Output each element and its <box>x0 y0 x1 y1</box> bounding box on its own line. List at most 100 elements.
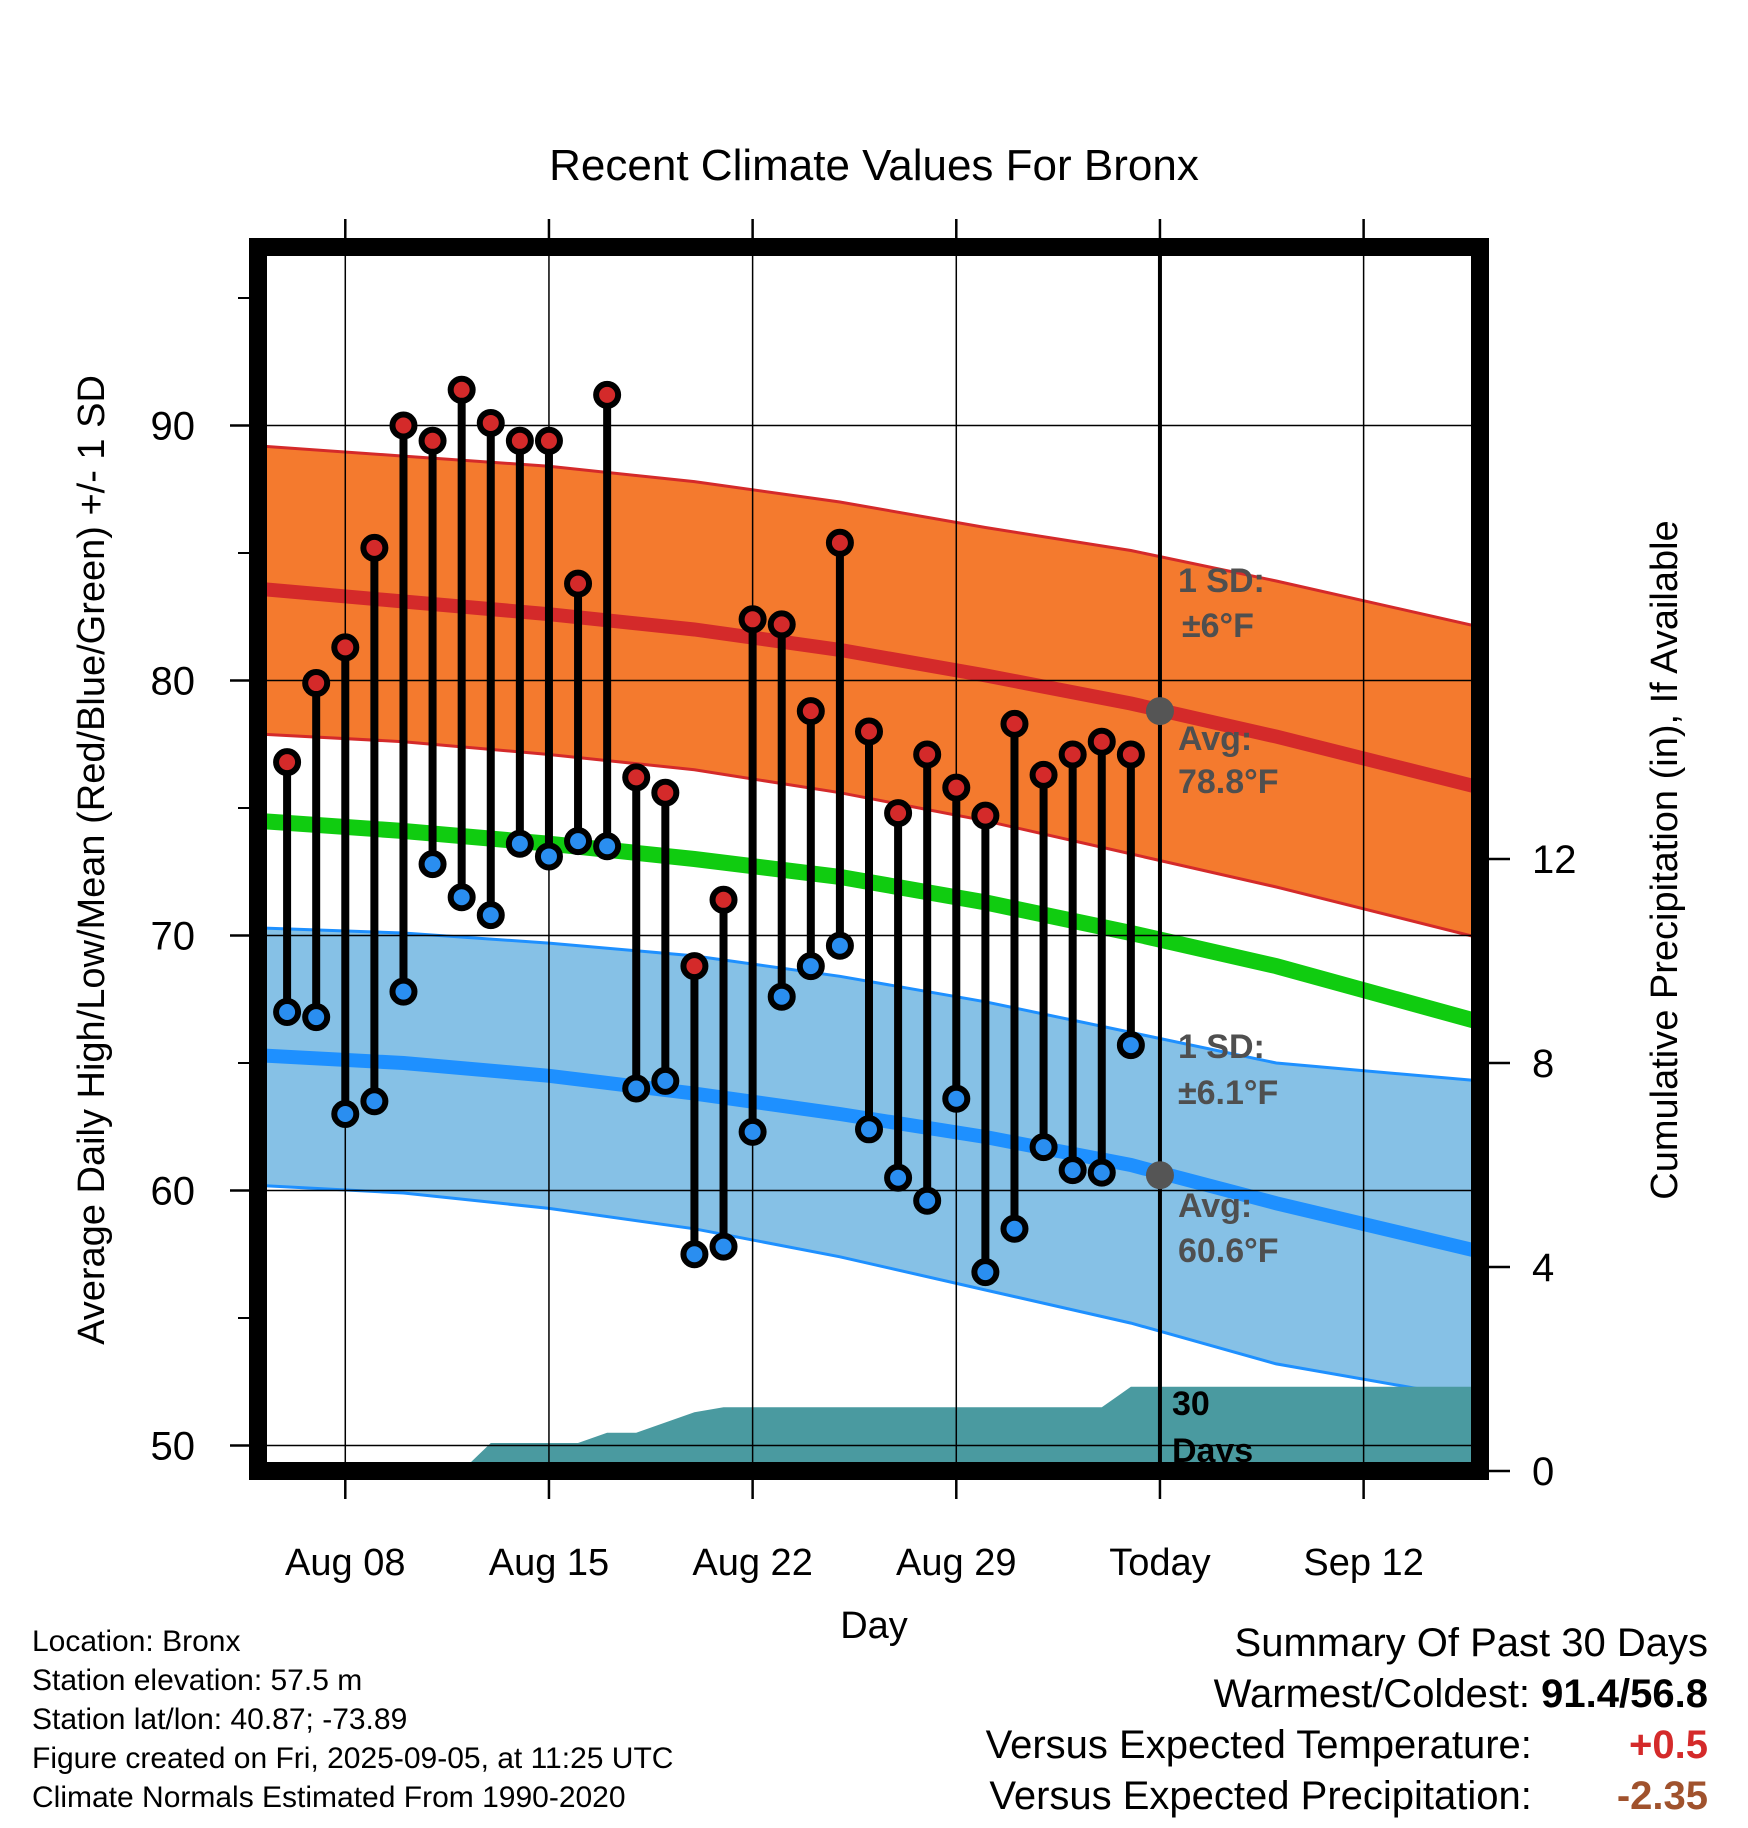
y-tick-label: 90 <box>151 405 196 449</box>
high-sd-label-value: ±6°F <box>1182 607 1254 645</box>
daily-high-point <box>942 773 971 802</box>
location-text: Location: Bronx <box>32 1625 241 1658</box>
high-sd-label-prefix: 1 SD: <box>1178 562 1265 600</box>
daily-low-point <box>680 1240 709 1269</box>
low-avg-label-value: 60.6°F <box>1178 1232 1279 1270</box>
daily-low-point <box>389 977 418 1006</box>
daily-high-point <box>1000 709 1029 738</box>
daily-high-point <box>825 528 854 557</box>
daily-high-point <box>273 748 302 777</box>
y2-tick-label: 4 <box>1532 1246 1554 1290</box>
daily-low-point <box>767 982 796 1011</box>
daily-low-point <box>360 1087 389 1116</box>
daily-low-point <box>593 832 622 861</box>
warmest-coldest-row: Warmest/Coldest: 91.4/56.8 <box>986 1669 1708 1720</box>
created-text: Figure created on Fri, 2025-09-05, at 11… <box>32 1742 674 1775</box>
daily-low-point <box>1000 1214 1029 1243</box>
plot-frame <box>249 238 1489 1480</box>
summary-panel: Summary Of Past 30 Days Warmest/Coldest:… <box>986 1618 1708 1822</box>
daily-high-point <box>389 411 418 440</box>
latlon-text: Station lat/lon: 40.87; -73.89 <box>32 1703 408 1736</box>
daily-high-point <box>709 885 738 914</box>
y2-tick-label: 0 <box>1532 1450 1554 1494</box>
daily-low-point <box>971 1258 1000 1287</box>
today-high-avg-marker <box>1145 697 1174 726</box>
x-tick-label: Sep 12 <box>1303 1542 1423 1584</box>
daily-low-point <box>855 1115 883 1144</box>
temp-anomaly-row: Versus Expected Temperature: +0.5 <box>986 1720 1708 1771</box>
daily-high-point <box>738 605 767 634</box>
daily-low-point <box>884 1163 913 1192</box>
daily-low-point <box>651 1066 680 1095</box>
daily-low-point <box>273 998 302 1026</box>
precip-area <box>258 1386 1480 1471</box>
daily-high-point <box>476 408 505 437</box>
daily-high-point <box>651 778 680 807</box>
x-axis-title: Day <box>840 1605 908 1647</box>
x-tick-label: Aug 08 <box>285 1542 405 1584</box>
high-sd-edge <box>258 444 1480 629</box>
daily-high-point <box>767 610 796 639</box>
daily-low-point <box>331 1100 360 1128</box>
y-axis-title: Average Daily High/Low/Mean (Red/Blue/Gr… <box>71 375 113 1345</box>
daily-low-point <box>1029 1133 1058 1162</box>
high-avg-label-prefix: Avg: <box>1178 720 1252 758</box>
daily-high-point <box>855 717 883 746</box>
daily-high-point <box>593 380 622 409</box>
summary-heading: Summary Of Past 30 Days <box>1234 1621 1708 1665</box>
low-sd-band <box>258 927 1480 1400</box>
y-tick-label: 60 <box>151 1170 196 1214</box>
high-avg-label-value: 78.8°F <box>1178 763 1279 801</box>
daily-low-point <box>709 1232 738 1261</box>
daily-low-point <box>825 931 854 960</box>
daily-low-point <box>302 1003 331 1032</box>
daily-low-point <box>796 952 825 981</box>
daily-low-point <box>1087 1158 1116 1187</box>
normals-text: Climate Normals Estimated From 1990-2020 <box>32 1781 626 1814</box>
y2-tick-label: 12 <box>1532 838 1577 882</box>
y2-tick-label: 8 <box>1532 1042 1554 1086</box>
low-sd-edge <box>258 926 1480 1083</box>
today-low-avg-marker <box>1145 1161 1174 1190</box>
precip-anomaly-row: Versus Expected Precipitation: -2.35 <box>986 1771 1708 1822</box>
y2-axis-title: Cumulative Precipitation (in), If Availa… <box>1644 520 1686 1199</box>
daily-high-point <box>331 633 360 662</box>
temp-anomaly-label: Versus Expected Temperature: <box>985 1723 1532 1767</box>
daily-high-point <box>534 426 563 455</box>
station-info: Location: Bronx Station elevation: 57.5 … <box>32 1622 673 1817</box>
daily-high-point <box>360 533 389 562</box>
warmest-coldest-value: 91.4/56.8 <box>1541 1672 1708 1716</box>
precip-anomaly-value: -2.35 <box>1616 1774 1708 1818</box>
daily-high-point <box>622 763 651 792</box>
daily-high-point <box>302 669 331 698</box>
daily-low-point <box>942 1084 971 1113</box>
daily-low-point <box>505 829 534 858</box>
daily-high-point <box>971 801 1000 830</box>
low-sd-label-value: ±6.1°F <box>1178 1074 1278 1112</box>
y-tick-label: 50 <box>151 1425 196 1469</box>
x-tick-label: Aug 22 <box>692 1542 812 1584</box>
daily-high-point <box>418 426 447 455</box>
low-avg-label-prefix: Avg: <box>1178 1187 1252 1225</box>
low-sd-label-prefix: 1 SD: <box>1178 1028 1265 1066</box>
precip-anomaly-label: Versus Expected Precipitation: <box>989 1774 1532 1818</box>
daily-low-point <box>476 901 505 930</box>
daily-low-point <box>418 850 447 879</box>
high-sd-band <box>258 445 1480 938</box>
temp-anomaly-value: +0.5 <box>1629 1723 1708 1767</box>
x-tick-label: Aug 15 <box>489 1542 609 1584</box>
daily-low-point <box>622 1074 651 1103</box>
daily-low-point <box>913 1186 942 1215</box>
daily-low-point <box>564 827 593 856</box>
daily-high-point <box>680 952 709 981</box>
y-tick-label: 70 <box>151 915 196 959</box>
low-sd-edge <box>258 1183 1480 1402</box>
elevation-text: Station elevation: 57.5 m <box>32 1664 363 1697</box>
daily-high-point <box>1116 740 1145 769</box>
chart-title: Recent Climate Values For Bronx <box>549 141 1199 190</box>
daily-high-point <box>564 569 593 598</box>
x-tick-label: Today <box>1109 1542 1210 1584</box>
daily-high-point <box>1058 740 1087 769</box>
warmest-coldest-label: Warmest/Coldest: <box>1213 1672 1531 1716</box>
